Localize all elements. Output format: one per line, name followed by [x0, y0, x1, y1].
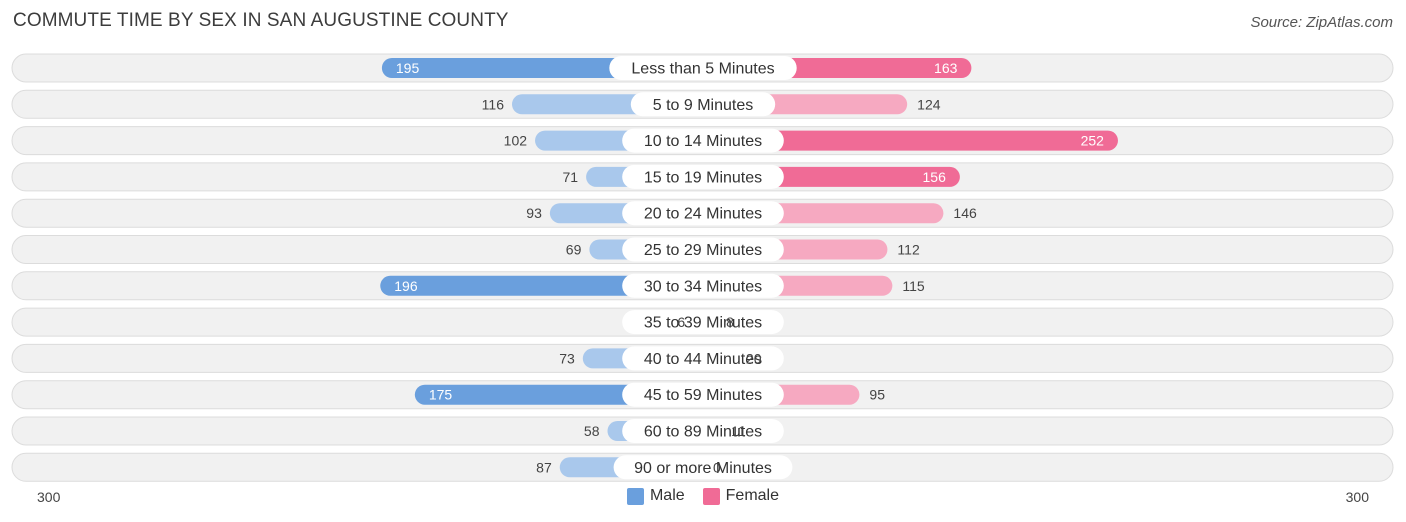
category-label-background — [622, 419, 784, 443]
category-label: 60 to 89 Minutes — [644, 424, 762, 441]
legend-swatch-female — [702, 487, 720, 505]
category-label-background — [622, 201, 784, 226]
value-label-female: 20 — [746, 350, 762, 366]
value-label-female: 95 — [869, 387, 885, 403]
legend-item-female: Female — [702, 487, 780, 505]
value-label-female: 156 — [923, 169, 947, 185]
value-label-female: 115 — [902, 278, 925, 294]
category-label-background — [613, 455, 793, 480]
legend-label-female: Female — [725, 487, 780, 504]
value-label-male: 175 — [429, 387, 453, 403]
value-label-male: 196 — [394, 278, 418, 294]
bar-female — [693, 130, 1118, 151]
category-label-background — [622, 164, 784, 189]
value-label-female: 163 — [934, 60, 958, 76]
category-label-background — [622, 310, 784, 335]
category-label: 15 to 19 Minutes — [644, 169, 762, 186]
category-label: Less than 5 Minutes — [631, 61, 774, 78]
category-label: 45 to 59 Minutes — [644, 387, 762, 404]
value-label-female: 0 — [713, 459, 721, 475]
category-label: 20 to 24 Minutes — [644, 206, 762, 223]
value-label-male: 93 — [526, 205, 542, 221]
value-label-female: 112 — [897, 242, 920, 258]
value-label-female: 146 — [953, 205, 977, 221]
source-credit: Source: ZipAtlas.com — [1250, 14, 1393, 31]
value-label-male: 116 — [482, 96, 505, 112]
category-label-background — [609, 56, 797, 80]
category-label: 10 to 14 Minutes — [644, 133, 762, 150]
category-label-background — [622, 237, 784, 262]
value-label-male: 58 — [584, 423, 600, 439]
value-label-male: 71 — [563, 169, 579, 185]
value-label-male: 102 — [504, 133, 528, 149]
category-label-background — [622, 128, 784, 153]
category-label: 5 to 9 Minutes — [653, 97, 754, 114]
value-label-female: 11 — [731, 423, 746, 439]
axis-left-label: 300 — [37, 489, 61, 505]
value-label-female: 124 — [917, 96, 941, 112]
category-label: 30 to 34 Minutes — [644, 278, 762, 295]
category-label-background — [622, 273, 784, 298]
category-label-background — [622, 382, 784, 407]
legend-label-male: Male — [649, 487, 685, 504]
value-label-male: 73 — [559, 350, 575, 366]
value-label-male: 195 — [396, 60, 420, 76]
category-label: 35 to 39 Minutes — [644, 315, 762, 332]
category-label: 40 to 44 Minutes — [644, 351, 762, 368]
value-label-male: 69 — [566, 242, 582, 258]
chart-title: COMMUTE TIME BY SEX IN SAN AUGUSTINE COU… — [13, 10, 509, 31]
value-label-female: 252 — [1081, 133, 1105, 149]
category-label-background — [630, 92, 776, 117]
category-label-background — [622, 346, 784, 371]
legend-swatch-male — [626, 487, 644, 505]
legend-item-male: Male — [626, 487, 685, 505]
value-label-female: 8 — [726, 314, 734, 330]
axis-right-label: 300 — [1345, 489, 1369, 505]
legend: Male Female — [0, 487, 1406, 505]
category-label: 25 to 29 Minutes — [644, 242, 762, 259]
category-label: 90 or more Minutes — [634, 460, 772, 477]
value-label-male: 6 — [677, 314, 685, 330]
value-label-male: 87 — [536, 459, 552, 475]
